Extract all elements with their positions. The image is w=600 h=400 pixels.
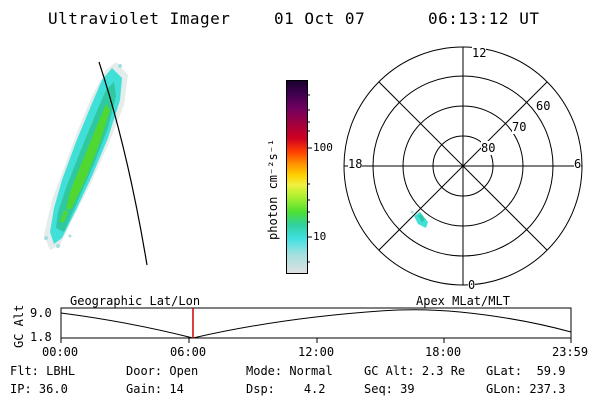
timeline-x-tick-0600: 06:00: [170, 345, 207, 359]
status-gain-value: 14: [169, 382, 184, 396]
terminator-line: [98, 61, 148, 266]
mlat-label-70: 70: [512, 120, 527, 134]
status-door-value: Open: [169, 364, 199, 378]
status-flt: Flt: LBHL: [10, 364, 75, 378]
aurora-emission-polar: [410, 210, 428, 228]
status-gcalt-value: 2.3 Re: [421, 364, 466, 378]
status-gcalt-label: GC Alt:: [364, 364, 415, 378]
mlt-label-18: 18: [348, 157, 363, 171]
status-glat-label: GLat:: [486, 364, 523, 378]
timeline-y-tick-max: 9.0: [30, 306, 52, 320]
date-label: 01 Oct 07: [274, 9, 366, 28]
aurora-emission-geographic: [44, 62, 128, 250]
altitude-curve: [60, 309, 572, 339]
status-seq-value: 39: [400, 382, 415, 396]
instrument-title: Ultraviolet Imager: [48, 9, 231, 28]
timeline-x-tick-1200: 12:00: [298, 345, 335, 359]
status-seq: Seq: 39: [364, 382, 415, 396]
status-dsp-value: 4.2: [303, 382, 326, 396]
status-door-label: Door:: [126, 364, 163, 378]
timeline-y-tick-min: 1.8: [30, 330, 52, 344]
mlat-label-80: 80: [481, 141, 496, 155]
status-glat: GLat: 59.9: [486, 364, 565, 378]
mlt-label-0: 0: [468, 278, 476, 292]
time-label: 06:13:12 UT: [428, 9, 540, 28]
status-glat-value: 59.9: [536, 364, 566, 378]
status-glon-value: 237.3: [529, 382, 566, 396]
status-flt-value: LBHL: [46, 364, 76, 378]
status-ip-value: 36.0: [38, 382, 68, 396]
status-dsp-label: Dsp:: [246, 382, 275, 396]
colorbar-tick-10: 10: [313, 230, 327, 243]
status-mode: Mode: Normal: [246, 364, 333, 378]
mlt-label-6: 6: [574, 157, 582, 171]
status-door: Door: Open: [126, 364, 198, 378]
mlt-label-12: 12: [472, 46, 487, 60]
timeline-x-tick-2359: 23:59: [552, 345, 589, 359]
colorbar-tick-100: 100: [313, 141, 333, 154]
mlat-label-60: 60: [536, 99, 551, 113]
status-flt-label: Flt:: [10, 364, 39, 378]
status-glon-label: GLon:: [486, 382, 523, 396]
colorbar: [286, 80, 308, 274]
status-ip: IP: 36.0: [10, 382, 68, 396]
status-gain: Gain: 14: [126, 382, 184, 396]
timeline-left-caption: Geographic Lat/Lon: [70, 294, 201, 308]
timeline-right-caption: Apex MLat/MLT: [416, 294, 510, 308]
status-dsp: Dsp: 4.2: [246, 382, 326, 396]
status-ip-label: IP:: [10, 382, 32, 396]
status-mode-value: Normal: [289, 364, 333, 378]
status-gcalt: GC Alt: 2.3 Re: [364, 364, 465, 378]
timeline-x-tick-1800: 18:00: [425, 345, 462, 359]
timeline-frame: [60, 307, 572, 339]
status-glon: GLon: 237.3: [486, 382, 565, 396]
timeline-x-tick-0000: 00:00: [42, 345, 79, 359]
status-mode-label: Mode:: [246, 364, 283, 378]
status-seq-label: Seq:: [364, 382, 393, 396]
status-gain-label: Gain:: [126, 382, 163, 396]
